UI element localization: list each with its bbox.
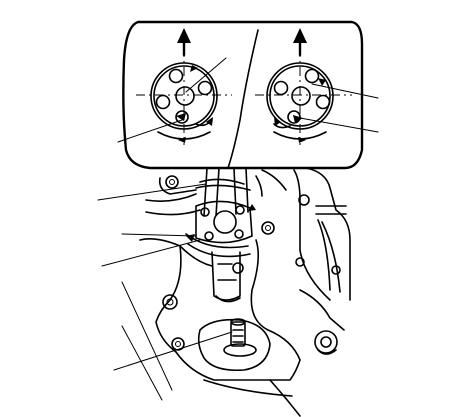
inset-frame	[122, 20, 364, 170]
right-side-frame	[255, 167, 351, 331]
lower-frame-member	[203, 379, 301, 417]
lower-shaft	[211, 251, 244, 303]
right-inset-detail	[255, 48, 352, 145]
pinion-shaft	[223, 318, 257, 357]
steering-gearbox-housing	[139, 238, 301, 381]
inset-divider	[227, 29, 259, 169]
universal-joint	[185, 200, 256, 258]
up-arrow-right	[293, 28, 307, 57]
column-mount-bracket	[145, 175, 201, 216]
left-inset-detail	[136, 48, 232, 145]
leader-lines	[97, 57, 379, 401]
up-arrow-left	[177, 28, 191, 57]
steering-shaft	[195, 167, 251, 217]
mounting-bolt-lower-right	[314, 330, 338, 355]
